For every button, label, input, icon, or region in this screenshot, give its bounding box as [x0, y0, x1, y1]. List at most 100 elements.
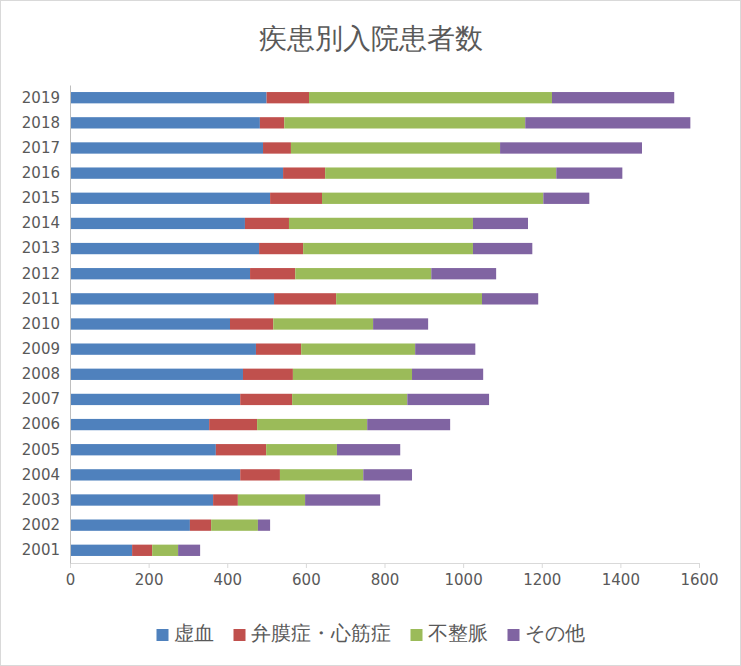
y-tick: 2015 [22, 189, 60, 207]
y-tick: 2005 [22, 441, 60, 459]
bar [373, 318, 428, 329]
bar [270, 193, 322, 204]
bar [132, 545, 152, 556]
y-axis: 2001200220032004200520062007200820092010… [22, 86, 71, 564]
x-tick-label: 1400 [602, 571, 640, 589]
bar [70, 419, 209, 430]
bar [70, 117, 260, 128]
bar [70, 243, 259, 254]
y-axis-line [70, 86, 71, 564]
bar [70, 394, 240, 405]
x-tick-label: 1000 [445, 571, 483, 589]
x-tick-mark [463, 563, 464, 568]
bar [70, 293, 274, 304]
bar [250, 268, 295, 279]
bar [70, 268, 250, 279]
bar [291, 142, 500, 153]
x-tick-label: 600 [292, 571, 321, 589]
bar [70, 494, 213, 505]
chart-border [1, 1, 741, 666]
legend-item: その他 [508, 621, 585, 645]
bar [325, 167, 556, 178]
x-tick-mark [306, 563, 307, 568]
bar [556, 167, 622, 178]
y-tick-label: 2003 [22, 491, 60, 509]
x-tick: 1000 [445, 563, 483, 589]
bar [230, 318, 273, 329]
y-tick-label: 2012 [22, 265, 60, 283]
legend-label: 弁膜症・心筋症 [251, 621, 391, 645]
bar [243, 369, 293, 380]
bar [70, 318, 230, 329]
bar [257, 419, 367, 430]
y-tick-label: 2016 [22, 164, 60, 182]
bar [178, 545, 200, 556]
bar [322, 193, 543, 204]
x-axis-line [71, 564, 700, 569]
bar [152, 545, 178, 556]
x-tick: 200 [135, 563, 164, 589]
series [152, 92, 556, 556]
x-tick-label: 1600 [680, 571, 718, 589]
bar [256, 343, 301, 354]
bar [259, 243, 303, 254]
bar [284, 117, 525, 128]
y-tick: 2001 [22, 541, 60, 559]
bar [293, 369, 412, 380]
bar [260, 117, 284, 128]
x-tick: 600 [292, 563, 321, 589]
bar [70, 142, 263, 153]
bar [280, 469, 363, 480]
y-tick: 2003 [22, 491, 60, 509]
bar [70, 343, 256, 354]
y-tick: 2010 [22, 315, 60, 333]
bar [292, 394, 407, 405]
bar [552, 92, 674, 103]
x-tick-label: 400 [213, 571, 242, 589]
bar [543, 193, 589, 204]
x-tick-label: 1200 [523, 571, 561, 589]
bars [70, 92, 690, 556]
bar [407, 394, 489, 405]
x-tick: 0 [66, 563, 76, 589]
bar [267, 92, 309, 103]
y-tick-label: 2019 [22, 88, 60, 106]
bar [309, 92, 552, 103]
bar [245, 218, 289, 229]
bar [240, 394, 292, 405]
bar [266, 444, 337, 455]
y-tick-label: 2001 [22, 541, 60, 559]
x-tick-mark [149, 563, 150, 568]
y-tick-label: 2008 [22, 365, 60, 383]
bar [337, 444, 400, 455]
x-tick-mark [385, 563, 386, 568]
bar [258, 519, 270, 530]
bar [70, 545, 132, 556]
bar [70, 519, 190, 530]
x-tick-label: 800 [371, 571, 400, 589]
bar [482, 293, 538, 304]
y-tick-label: 2014 [22, 214, 60, 232]
bar [412, 369, 483, 380]
bar [295, 268, 431, 279]
y-tick-label: 2010 [22, 315, 60, 333]
x-tick-mark [620, 563, 621, 568]
y-tick-label: 2009 [22, 340, 60, 358]
bar [525, 117, 690, 128]
y-tick-label: 2011 [22, 290, 60, 308]
y-tick: 2002 [22, 516, 60, 534]
chart: 疾患別入院患者数 0 200 400 600 800 1000 1200 1400 1600 200… [0, 0, 741, 666]
y-tick-label: 2013 [22, 239, 60, 257]
y-tick: 2014 [22, 214, 60, 232]
bar [70, 167, 283, 178]
series [70, 92, 283, 556]
y-tick: 2009 [22, 340, 60, 358]
bar [367, 419, 450, 430]
bar [283, 167, 325, 178]
title: 疾患別入院患者数 [259, 22, 483, 55]
y-tick-label: 2006 [22, 415, 60, 433]
legend-item: 虚血 [157, 621, 214, 645]
y-tick: 2004 [22, 466, 60, 484]
legend-item: 弁膜症・心筋症 [234, 621, 391, 645]
x-tick: 1200 [523, 563, 561, 589]
